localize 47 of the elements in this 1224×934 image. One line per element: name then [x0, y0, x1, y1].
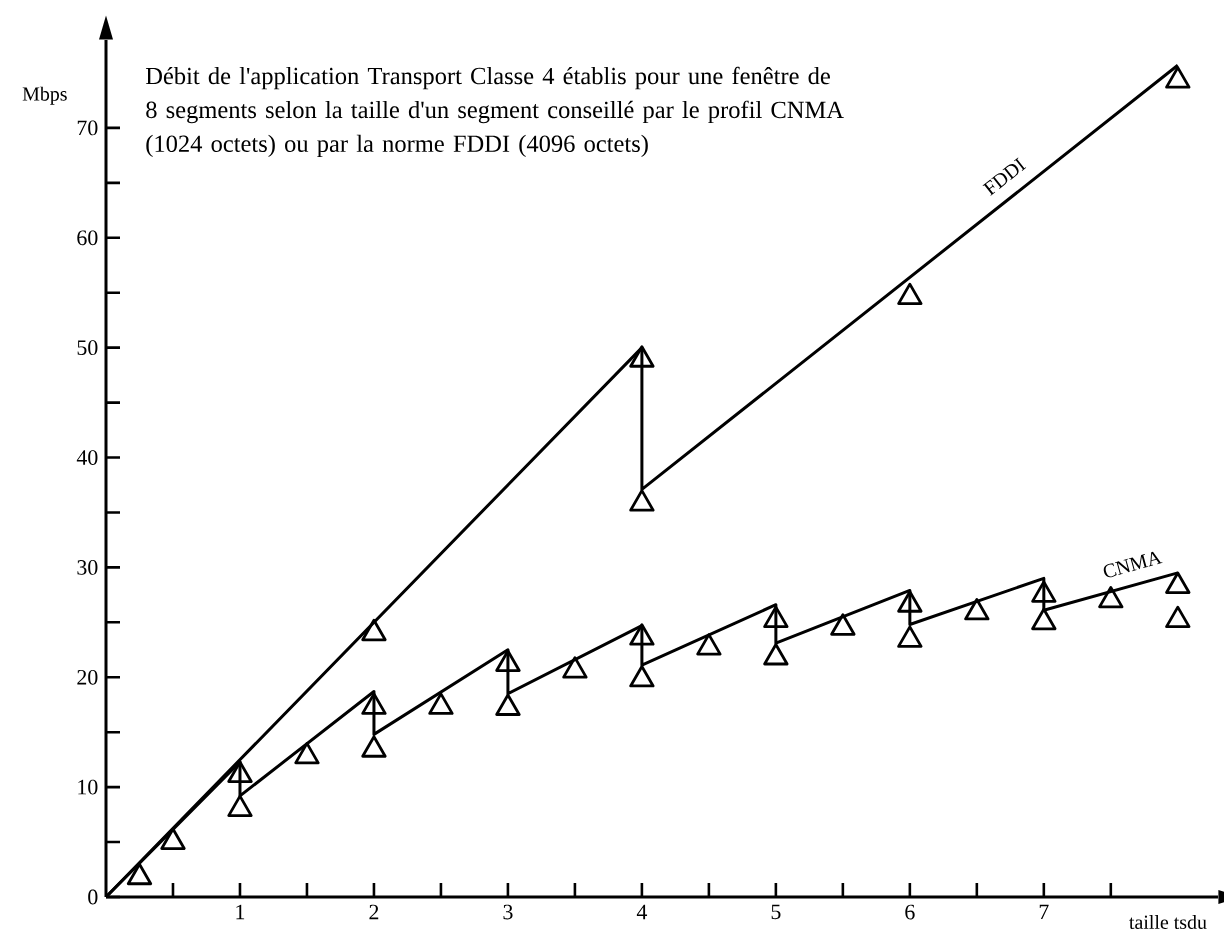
x-tick-label: 2 — [369, 904, 379, 920]
point — [830, 613, 856, 636]
y-tick-label: 0 — [88, 889, 98, 905]
point — [227, 794, 253, 817]
point — [629, 665, 655, 688]
point — [629, 489, 655, 512]
y-tick-label: 40 — [76, 450, 98, 465]
x-tick-label: 7 — [1039, 904, 1049, 920]
x-tick-label: 5 — [771, 904, 781, 920]
point — [763, 643, 789, 666]
point — [562, 656, 588, 679]
y-tick-label: 70 — [77, 120, 98, 136]
x-tick-label: 1 — [236, 904, 245, 920]
y-tick-label: 20 — [77, 669, 98, 685]
point — [1165, 605, 1191, 629]
point — [495, 693, 521, 716]
text: Débit de l'application Transport Classe 4 établis pour une fenêtre de 8 segments selon la taille d'un segment conseillé par le profil CNMA (1024 octets) ou par la norme FDDI (4096 octets) — [145, 66, 844, 157]
point — [361, 692, 387, 715]
x-tick-label: 3 — [503, 904, 513, 920]
point — [361, 735, 387, 758]
point — [160, 827, 186, 850]
point — [897, 282, 923, 306]
point — [763, 605, 789, 629]
point — [897, 590, 923, 613]
point — [428, 692, 454, 715]
point — [1098, 585, 1124, 609]
point — [126, 862, 153, 886]
point — [696, 633, 722, 656]
y-tick-label: 50 — [77, 340, 98, 356]
point — [629, 623, 655, 646]
point — [964, 598, 990, 621]
point — [629, 345, 655, 368]
text: CNMA — [1103, 551, 1163, 578]
point — [1031, 607, 1057, 631]
x-tick-label: 6 — [905, 904, 915, 920]
point — [361, 618, 387, 642]
y-tick-label: 60 — [77, 230, 98, 246]
y-tick-label: 30 — [77, 560, 98, 575]
x-axis-title: taille tsdu — [1129, 914, 1207, 929]
x-tick-label: 4 — [636, 904, 648, 920]
point — [294, 741, 320, 765]
point — [1031, 580, 1057, 603]
point — [495, 649, 521, 672]
y-tick-label: 10 — [78, 779, 98, 795]
y-axis-title: Mbps — [22, 86, 67, 105]
point — [227, 760, 253, 783]
point — [897, 625, 923, 648]
